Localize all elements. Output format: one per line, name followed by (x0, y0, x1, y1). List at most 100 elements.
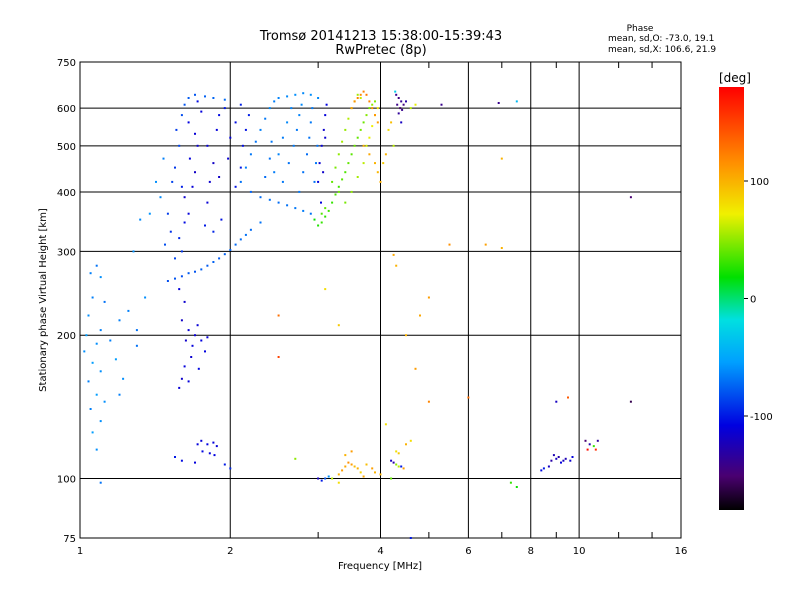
data-point (500, 247, 503, 249)
y-tick-label: 200 (57, 331, 76, 342)
data-point (327, 209, 330, 212)
data-point (547, 465, 550, 468)
data-point (239, 103, 242, 106)
y-tick-label: 500 (57, 142, 76, 153)
data-point (567, 396, 569, 399)
data-point (180, 459, 183, 462)
data-point (405, 100, 407, 103)
data-point (557, 456, 560, 458)
data-point (229, 467, 232, 470)
data-point (353, 465, 356, 468)
data-point (103, 300, 106, 303)
data-point (395, 264, 398, 267)
data-point (277, 201, 280, 204)
x-axis-ticks: 1 2 4 6 8 10 16 (77, 62, 687, 557)
data-point (337, 324, 340, 327)
data-point (347, 461, 350, 464)
chart-title: Tromsø 20141213 15:38:00-15:39:43 (259, 29, 502, 44)
colorbar-label: [deg] (719, 71, 751, 85)
data-point (184, 339, 187, 342)
data-point (368, 153, 371, 156)
data-point (298, 190, 301, 193)
data-point (341, 469, 344, 472)
data-point (241, 144, 244, 147)
data-point (629, 196, 632, 199)
data-point (200, 439, 203, 442)
data-point (227, 157, 230, 160)
data-point (400, 465, 403, 468)
data-point (89, 272, 92, 275)
data-point (395, 463, 398, 466)
colorbar: [deg] 100 0 -100 (719, 71, 773, 510)
data-point (467, 396, 470, 399)
chart-subtitle: RwPretec (8p) (335, 43, 426, 58)
data-point (362, 475, 365, 478)
data-point (550, 459, 553, 462)
data-point (174, 166, 176, 169)
colorbar-tick-label: 100 (750, 177, 769, 188)
data-point (374, 114, 376, 117)
data-point (218, 257, 221, 260)
data-point (268, 157, 271, 160)
data-point (395, 93, 398, 96)
data-point (350, 463, 353, 466)
data-point (405, 334, 407, 337)
data-point (187, 329, 190, 332)
data-point (180, 377, 183, 380)
x-tick-label: 1 (77, 546, 83, 557)
data-point (188, 157, 191, 160)
data-point (196, 324, 199, 327)
data-point (317, 224, 320, 227)
data-point (95, 393, 98, 396)
data-point (268, 198, 271, 201)
data-point (320, 144, 323, 147)
data-point (183, 221, 186, 224)
data-point (239, 180, 242, 183)
data-point (302, 171, 305, 174)
data-point (401, 108, 404, 111)
data-point (322, 128, 325, 131)
data-point (509, 481, 512, 484)
y-tick-label: 100 (57, 475, 76, 486)
data-point (359, 128, 362, 131)
data-point (174, 456, 176, 458)
data-point (220, 218, 223, 221)
data-point (286, 95, 289, 98)
data-point (356, 136, 359, 139)
data-point (320, 221, 323, 224)
data-point (194, 270, 196, 273)
data-point (324, 136, 327, 139)
data-point (204, 350, 206, 353)
data-point (244, 166, 247, 169)
data-point (187, 380, 190, 383)
data-point (273, 100, 276, 103)
plot-area: 1 2 4 6 8 10 16 75 100 200 300 400 500 600 750 (57, 58, 687, 557)
data-point (99, 420, 102, 423)
data-point (180, 250, 183, 253)
data-point (552, 454, 555, 457)
data-point (264, 117, 267, 120)
data-point (325, 103, 328, 106)
data-point (95, 342, 98, 345)
data-point (324, 207, 327, 210)
data-point (208, 452, 211, 455)
data-point (95, 264, 98, 267)
data-point (180, 185, 183, 188)
data-point (484, 243, 487, 246)
data-point (592, 445, 595, 448)
data-point (281, 136, 284, 139)
data-point (302, 209, 305, 212)
data-point (392, 253, 395, 256)
data-point (183, 300, 186, 303)
data-point (109, 339, 112, 342)
data-point (180, 319, 183, 322)
data-point (191, 185, 194, 188)
data-point (440, 103, 443, 106)
data-point (178, 386, 181, 389)
data-point (368, 100, 371, 103)
data-point (118, 393, 121, 396)
data-point (374, 471, 376, 474)
data-point (368, 107, 371, 110)
data-point (324, 477, 327, 480)
data-point (341, 140, 344, 143)
